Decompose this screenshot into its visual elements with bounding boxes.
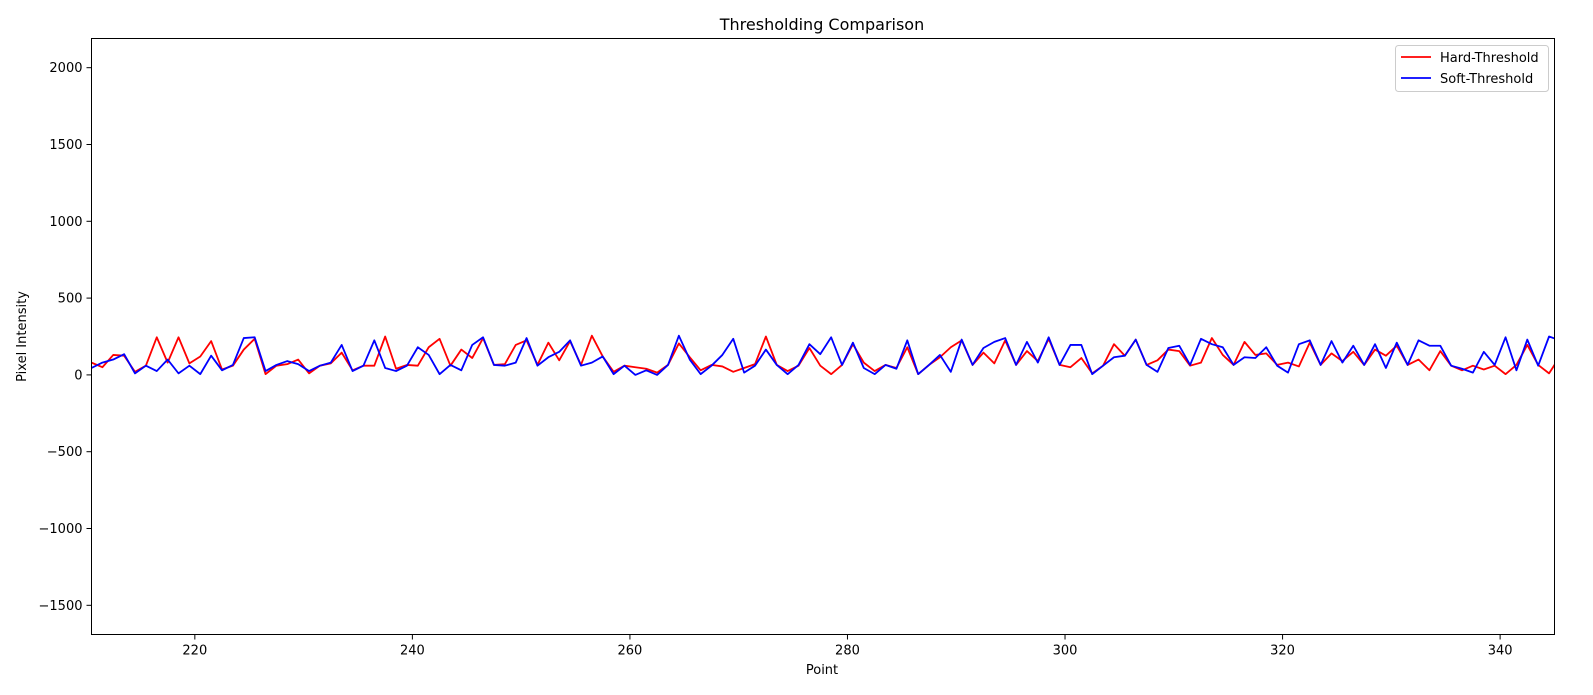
x-tick-label: 280 [835, 644, 860, 659]
x-axis-label: Point [806, 663, 838, 678]
y-tick-label: −1500 [39, 599, 83, 614]
y-tick-label: −1000 [39, 522, 83, 537]
legend-label-hard-threshold: Hard-Threshold [1440, 51, 1539, 66]
legend-label-soft-threshold: Soft-Threshold [1440, 72, 1533, 87]
y-axis-label: Pixel Intensity [15, 291, 30, 382]
x-axis: 220 240 260 280 300 320 340 [182, 634, 1513, 659]
chart-title: Thresholding Comparison [719, 15, 924, 34]
y-axis: −1500 −1000 −500 0 500 1000 1500 2000 [39, 61, 92, 614]
y-tick-label: 500 [58, 292, 83, 307]
x-tick-label: 340 [1488, 644, 1513, 659]
y-tick-label: 1000 [49, 215, 82, 230]
x-tick-label: 320 [1270, 644, 1295, 659]
x-tick-label: 220 [182, 644, 207, 659]
y-tick-label: 1500 [49, 138, 82, 153]
y-tick-label: −500 [47, 445, 83, 460]
x-tick-label: 240 [400, 644, 425, 659]
x-tick-label: 300 [1053, 644, 1078, 659]
series-line-soft-threshold [91, 334, 1555, 376]
plot-frame [91, 38, 1555, 635]
legend-box [1395, 45, 1549, 92]
series-layer [91, 334, 1555, 376]
legend: Hard-Threshold Soft-Threshold [1395, 45, 1549, 92]
y-tick-label: 0 [74, 368, 82, 383]
x-tick-label: 260 [618, 644, 643, 659]
y-tick-label: 2000 [49, 61, 82, 76]
